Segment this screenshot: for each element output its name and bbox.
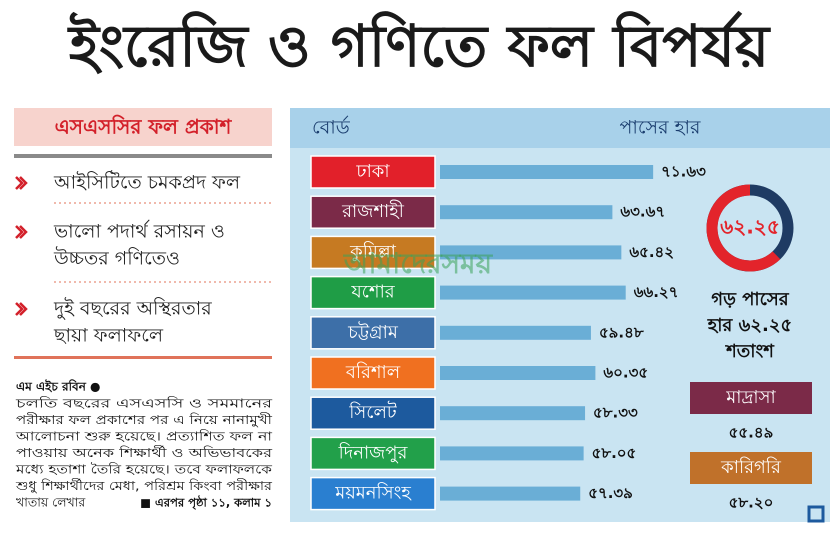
bar — [440, 245, 622, 260]
sidebar-title: এসএসসির ফল প্রকাশ — [55, 115, 233, 139]
value-label: ৬৩.৬৭ — [620, 203, 665, 221]
category-label: রাজশাহী — [341, 200, 405, 222]
category-box — [310, 316, 436, 350]
value-label: ৭১.৬৩ — [661, 163, 706, 181]
average-caption: হার ৬২.২৫ — [707, 315, 792, 336]
sidebar-item: ভালো পদার্থ রসায়ন ও — [53, 220, 225, 243]
category-label: যশোর — [350, 282, 395, 303]
watermark: আমাদেরসময় — [343, 247, 494, 280]
sidebar-item: উচ্চতর গণিতেও — [53, 247, 180, 270]
category-label: চট্টগ্রাম — [347, 321, 399, 343]
bar — [440, 446, 584, 461]
value-label: ৫৮.৩৩ — [593, 404, 638, 422]
infographic-header — [290, 108, 830, 148]
sidebar-title-box — [14, 108, 272, 146]
category-label: কুমিল্লা — [349, 241, 397, 262]
sidebar-item: ছায়া ফলাফলে — [53, 325, 164, 347]
category-label: ঢাকা — [355, 161, 390, 182]
value-label: ৬৬.২৭ — [634, 283, 679, 301]
category-header: বোর্ড — [312, 116, 351, 139]
donut-arc — [706, 184, 781, 272]
average-caption: গড় পাসের — [711, 289, 789, 310]
article-line: পরীক্ষার ফল প্রকাশের পর এ নিয়ে নানামুখী — [16, 412, 273, 428]
bar — [440, 165, 654, 179]
value-label: ৫৯.৪৮ — [599, 323, 644, 341]
other-board-box — [690, 382, 812, 414]
bar — [440, 285, 626, 300]
category-label: দিনাজপুর — [338, 442, 409, 463]
bar — [440, 406, 586, 421]
category-label: সিলেট — [348, 401, 398, 423]
continued-note: ■ এরপর পৃষ্ঠা ১১, কলাম ১ — [140, 495, 272, 512]
value-header: পাসের হার — [619, 117, 701, 139]
byline: এম এইচ রবিন ● — [16, 379, 101, 394]
bar — [440, 486, 581, 501]
category-label: ময়মনসিংহ — [334, 483, 412, 504]
donut-label: ৬২.২৫ — [720, 215, 780, 239]
sidebar-bottom-rule — [14, 356, 272, 359]
chevron — [15, 302, 28, 316]
category-box — [310, 476, 436, 511]
headline: ইংরেজি ও গণিতে ফল বিপর্যয় — [67, 10, 771, 80]
category-label: বরিশাল — [345, 362, 401, 383]
other-board-rate: ৫৮.২০ — [729, 494, 774, 512]
end-mark — [807, 505, 825, 523]
value-label: ৫৭.৩৯ — [588, 484, 633, 502]
category-box — [310, 396, 436, 430]
chevron — [15, 225, 28, 239]
category-box — [310, 195, 436, 229]
bar — [440, 205, 613, 220]
value-label: ৬০.৩৫ — [603, 364, 648, 382]
value-label: ৬৫.৪২ — [629, 243, 674, 261]
average-caption: শতাংশ — [724, 341, 775, 362]
article-line: মধ্যে হতাশা তৈরি হয়েছে। তবে ফলাফলকে — [15, 462, 274, 477]
sidebar-item: দুই বছরের অস্থিরতার — [53, 298, 212, 320]
article-line: চলতি বছরের এসএসসি ও সমমানের — [15, 396, 274, 411]
other-board-name: মাদ্রাসা — [725, 387, 776, 408]
article-line: আলোচনা শুরু হয়েছে। প্রত্যাশিত ফল না — [15, 429, 273, 444]
bar — [440, 366, 596, 380]
category-box — [310, 235, 436, 270]
other-board-box — [690, 452, 812, 484]
bar — [440, 325, 591, 340]
sidebar-item: আইসিটিতে চমকপ্রদ ফল — [53, 171, 241, 194]
category-box — [310, 356, 436, 390]
chevron — [15, 176, 28, 190]
category-box — [310, 436, 436, 471]
category-box — [310, 275, 436, 310]
article-line: পাওয়ায় অনেক শিক্ষার্থী ও অভিভাবকের — [16, 445, 273, 460]
value-label: ৫৮.০৫ — [592, 444, 637, 462]
sidebar-rule — [14, 154, 272, 158]
other-board-rate: ৫৫.৪৯ — [729, 424, 774, 442]
article-line: খাতায় লেখার — [16, 495, 86, 510]
category-box — [310, 155, 436, 189]
article-line: শুধু শিক্ষার্থীদের মেধা, পরিশ্রম কিংবা প… — [15, 478, 273, 494]
other-board-name: কারিগরি — [720, 457, 782, 478]
